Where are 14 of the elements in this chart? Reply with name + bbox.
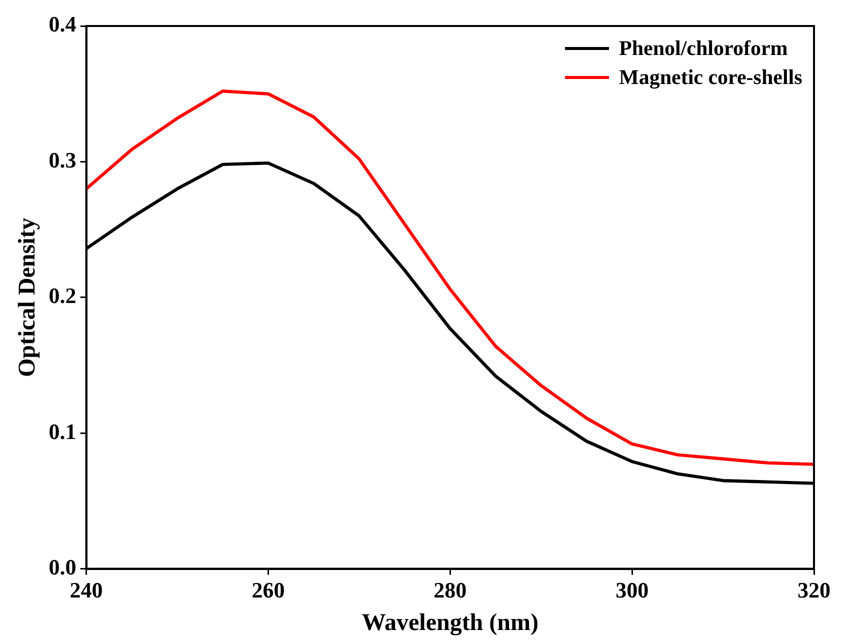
x-tick-label: 300 — [616, 578, 649, 603]
y-tick-label: 0.1 — [48, 418, 76, 444]
legend-label: Magnetic core-shells — [619, 65, 802, 90]
y-tick-label: 0.3 — [48, 147, 76, 172]
y-tick-label: 0.2 — [48, 283, 76, 308]
y-axis-title: Optical Density — [14, 218, 41, 378]
x-tick-label: 260 — [252, 578, 285, 603]
x-axis-title: Wavelength (nm) — [362, 610, 538, 636]
x-tick-label: 280 — [434, 578, 467, 603]
y-tick-label: 0.0 — [48, 554, 76, 580]
legend-label: Phenol/chloroform — [619, 36, 788, 61]
y-tick-label: 0.4 — [48, 12, 76, 37]
x-tick-label: 240 — [70, 578, 103, 603]
x-tick-label: 320 — [798, 578, 830, 603]
